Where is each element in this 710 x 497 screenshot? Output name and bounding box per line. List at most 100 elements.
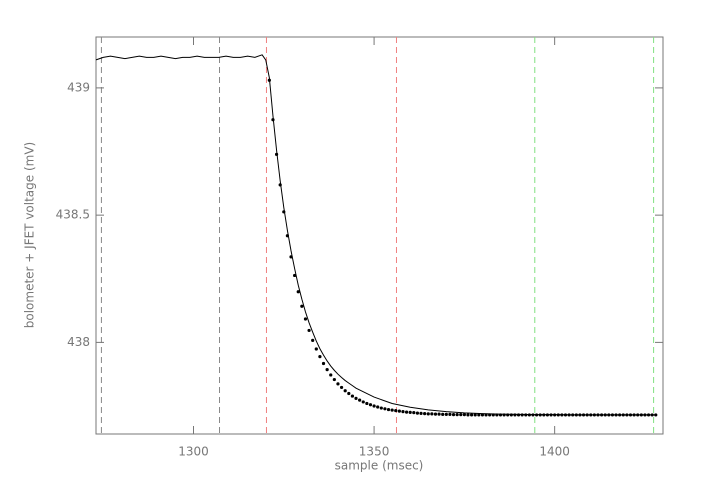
data-point <box>610 413 615 417</box>
data-point <box>473 413 477 417</box>
data-point <box>451 413 456 417</box>
data-point <box>325 368 329 372</box>
data-point <box>318 355 322 359</box>
data-point <box>592 413 596 417</box>
data-point <box>589 413 593 417</box>
data-point <box>556 413 560 417</box>
data-point <box>282 210 286 214</box>
data-point <box>480 413 485 417</box>
data-point <box>625 413 629 417</box>
data-point <box>549 413 553 417</box>
data-point <box>444 412 448 417</box>
data-point <box>643 413 647 417</box>
data-point <box>401 410 405 414</box>
data-point <box>534 413 539 417</box>
data-point <box>509 413 513 417</box>
data-point <box>502 413 506 417</box>
data-point <box>469 413 474 417</box>
data-point <box>498 413 503 417</box>
data-point <box>267 78 271 82</box>
data-point <box>596 413 600 417</box>
data-point <box>466 413 470 417</box>
data-point <box>358 398 362 402</box>
data-point <box>567 413 571 417</box>
data-point <box>618 413 622 417</box>
data-point <box>632 413 636 417</box>
data-point <box>394 408 398 413</box>
data-point <box>285 234 290 238</box>
data-point <box>542 413 546 417</box>
data-point <box>307 328 311 333</box>
data-point <box>433 412 438 416</box>
data-point <box>603 413 607 417</box>
data-point <box>311 338 315 342</box>
data-point <box>513 413 517 417</box>
data-point <box>560 413 564 417</box>
data-point <box>646 413 651 417</box>
data-point <box>527 413 531 417</box>
data-point <box>491 413 495 417</box>
x-axis-label: sample (msec) <box>335 459 424 473</box>
data-point <box>553 413 557 417</box>
data-point <box>621 413 625 417</box>
data-point <box>372 404 376 408</box>
y-axis-label: bolometer + JFET voltage (mV) <box>23 142 37 329</box>
data-point <box>278 183 282 187</box>
data-point <box>563 413 568 417</box>
x-tick-label: 1400 <box>539 445 570 459</box>
data-point <box>650 413 654 417</box>
data-point <box>462 413 466 417</box>
data-point <box>455 413 459 417</box>
data-point <box>332 377 336 382</box>
data-point <box>614 413 618 417</box>
data-line <box>95 54 656 416</box>
data-point <box>545 413 550 417</box>
data-point <box>639 413 643 417</box>
data-point <box>343 389 347 393</box>
data-point <box>441 412 445 417</box>
data-point <box>538 413 542 417</box>
data-point <box>289 255 293 259</box>
data-point <box>415 411 420 415</box>
data-point <box>430 412 434 416</box>
data-point <box>397 409 401 413</box>
x-tick-label: 1300 <box>178 445 209 459</box>
y-tick-label: 439 <box>67 80 90 94</box>
data-point <box>296 290 300 294</box>
data-point <box>274 152 279 156</box>
data-point <box>419 411 423 415</box>
data-point <box>426 412 430 416</box>
data-point <box>404 410 409 414</box>
data-point <box>365 401 369 406</box>
data-point <box>383 407 387 411</box>
data-point <box>408 410 412 414</box>
data-point <box>368 403 373 407</box>
data-point <box>376 405 380 409</box>
data-point <box>271 118 275 122</box>
data-point <box>448 412 452 417</box>
x-tick-label: 1350 <box>359 445 390 459</box>
data-point <box>574 413 578 417</box>
data-point <box>607 413 611 417</box>
data-point <box>488 413 492 417</box>
data-point <box>516 413 521 417</box>
data-point <box>361 400 365 404</box>
data-point <box>636 413 640 417</box>
data-point <box>350 394 355 398</box>
data-point <box>386 407 391 412</box>
data-point <box>412 411 416 415</box>
data-point <box>495 413 499 417</box>
data-point <box>390 408 394 412</box>
data-point <box>531 413 535 417</box>
y-tick-label: 438.5 <box>56 208 90 222</box>
plot-frame <box>95 36 664 435</box>
data-point <box>524 413 528 417</box>
data-point <box>628 413 633 417</box>
data-point <box>336 382 340 386</box>
data-point <box>585 413 589 417</box>
data-point <box>600 413 604 417</box>
data-point <box>321 361 326 366</box>
data-point <box>459 413 463 417</box>
data-point <box>303 317 308 321</box>
data-point <box>423 412 427 416</box>
